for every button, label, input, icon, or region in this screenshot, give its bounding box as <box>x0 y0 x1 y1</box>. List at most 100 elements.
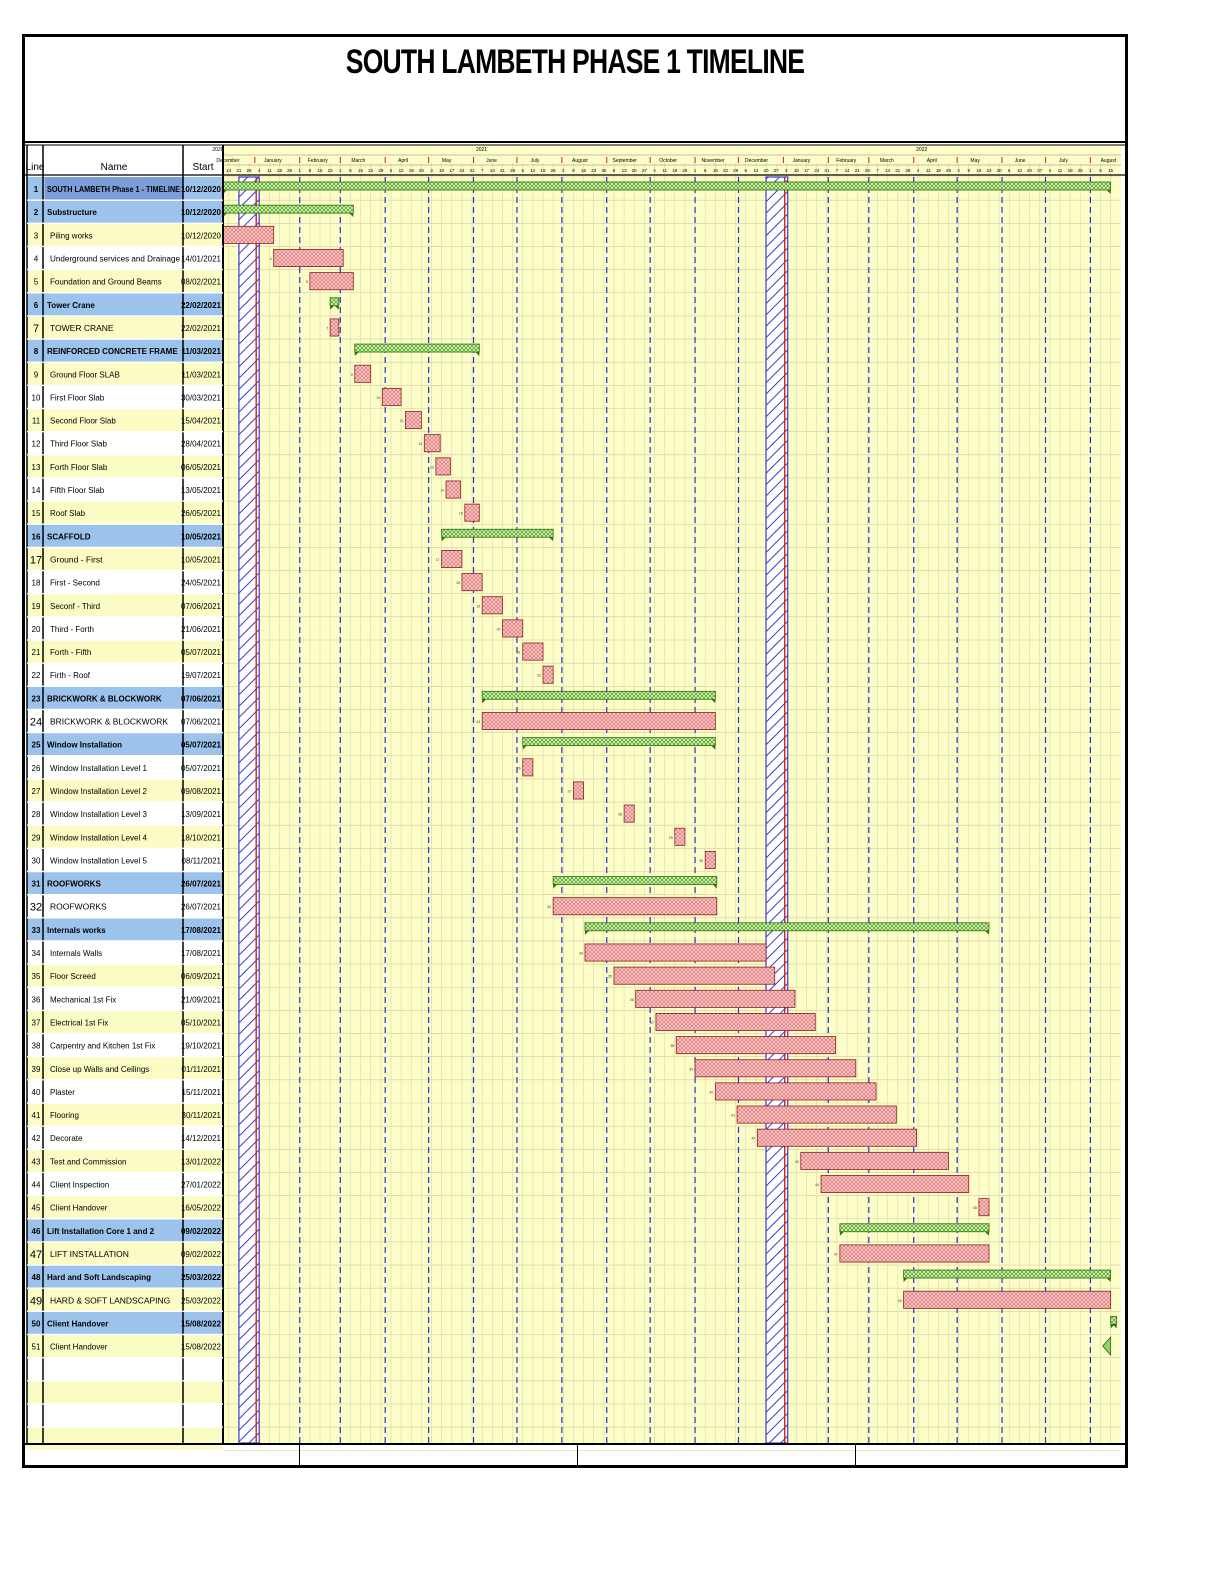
task-start-date: 16/05/2022 <box>181 1204 222 1213</box>
task-name: Window Installation Level 4 <box>50 833 147 842</box>
task-name: TOWER CRANE <box>50 323 114 333</box>
day-label: 9 <box>967 168 970 173</box>
day-label: 29 <box>378 168 384 173</box>
task-bar <box>903 1290 1112 1309</box>
summary-bar-cap <box>712 884 717 889</box>
day-label: 16 <box>581 168 587 173</box>
summary-bar <box>222 181 1112 191</box>
row-background <box>27 1195 223 1219</box>
task-line-number: 25 <box>32 741 41 750</box>
month-label: July <box>531 158 540 164</box>
task-start-date: 10/05/2021 <box>181 555 222 564</box>
task-name: Window Installation Level 1 <box>50 764 147 773</box>
task-line-number: 3 <box>34 231 39 240</box>
task-bar <box>329 318 340 337</box>
task-bar <box>441 550 463 568</box>
bar-label: 15 <box>459 512 463 516</box>
task-line-number: 41 <box>32 1111 41 1120</box>
month-label: June <box>1015 158 1026 164</box>
task-start-date: 28/04/2021 <box>181 440 222 449</box>
task-line-number: 45 <box>32 1204 41 1213</box>
summary-bar <box>441 528 554 538</box>
task-start-date: 25/03/2022 <box>181 1273 222 1282</box>
day-label: 25 <box>1078 168 1084 173</box>
task-bar <box>405 411 422 430</box>
footer-separator <box>25 1443 1125 1445</box>
row-background <box>27 339 223 363</box>
task-line-number: 51 <box>32 1343 41 1352</box>
task-start-date: 18/10/2021 <box>181 833 222 842</box>
summary-bar-cap <box>1112 1324 1117 1329</box>
row-background <box>27 778 223 803</box>
task-line-number: 5 <box>34 278 39 287</box>
day-label: 4 <box>258 168 261 173</box>
row-background <box>27 802 223 826</box>
footer-cell-divider <box>855 1445 856 1465</box>
task-name: REINFORCED CONCRETE FRAME <box>47 347 178 356</box>
row-background <box>27 848 223 872</box>
month-label: February <box>836 158 857 164</box>
task-name: Plaster <box>50 1088 75 1097</box>
task-start-date: 30/11/2021 <box>182 1111 222 1120</box>
row-background <box>27 454 223 478</box>
day-label: 8 <box>309 168 312 173</box>
task-bar <box>584 943 767 962</box>
row-background <box>27 755 223 779</box>
day-label: 14 <box>885 168 891 173</box>
task-line-number: 40 <box>32 1088 41 1097</box>
day-label: 13 <box>622 168 628 173</box>
row-background <box>27 1311 223 1335</box>
task-line-number: 37 <box>32 1018 41 1027</box>
bar-label: 19 <box>476 604 480 608</box>
task-name: Window Installation Level 2 <box>50 787 147 796</box>
bar-label: 20 <box>497 627 501 631</box>
day-label: 13 <box>753 168 759 173</box>
day-label: 8 <box>349 168 352 173</box>
bar-label: 40 <box>709 1090 713 1094</box>
row-background <box>27 315 223 340</box>
task-line-number: 33 <box>32 926 41 935</box>
row-background <box>27 640 223 664</box>
month-label: March <box>351 158 365 164</box>
day-label: 4 <box>917 168 920 173</box>
task-bar <box>481 712 716 731</box>
day-label: 7 <box>481 168 484 173</box>
summary-bar-cap <box>330 305 335 310</box>
task-name: Second Floor Slab <box>50 417 116 426</box>
row-background <box>27 663 223 687</box>
day-label: 11 <box>1058 168 1063 173</box>
column-header-start: Start <box>192 162 213 173</box>
day-label: 2 <box>562 168 565 173</box>
day-label: 28 <box>510 168 516 173</box>
task-start-date: 10/05/2021 <box>181 532 222 541</box>
row-background <box>27 292 223 316</box>
day-label: 3 <box>430 168 433 173</box>
task-line-number: 50 <box>32 1319 41 1328</box>
task-line-number: 46 <box>32 1227 41 1236</box>
day-label: 31 <box>470 168 476 173</box>
day-label: 12 <box>399 168 405 173</box>
task-name: Roof Slab <box>50 509 86 518</box>
header-background <box>25 145 223 175</box>
task-start-date: 07/06/2021 <box>181 694 222 703</box>
task-start-date: 13/01/2022 <box>181 1157 222 1166</box>
task-line-number: 13 <box>32 463 41 472</box>
task-line-number: 43 <box>32 1157 41 1166</box>
summary-bar-cap <box>349 213 354 218</box>
task-start-date: 15/11/2021 <box>182 1088 222 1097</box>
day-label: 26 <box>551 168 557 173</box>
month-label: June <box>486 158 497 164</box>
task-line-number: 12 <box>32 440 41 449</box>
day-label: 8 <box>704 168 707 173</box>
task-line-number: 16 <box>32 532 41 541</box>
task-line-number: 31 <box>32 880 41 889</box>
day-label: 6 <box>744 168 747 173</box>
task-line-number: 28 <box>32 810 41 819</box>
task-line-number: 34 <box>32 949 41 958</box>
month-label: September <box>612 158 637 164</box>
day-label: 15 <box>1108 168 1114 173</box>
task-line-number: 14 <box>32 486 41 495</box>
bar-label: 34 <box>579 952 583 956</box>
task-line-number: 38 <box>32 1042 41 1051</box>
